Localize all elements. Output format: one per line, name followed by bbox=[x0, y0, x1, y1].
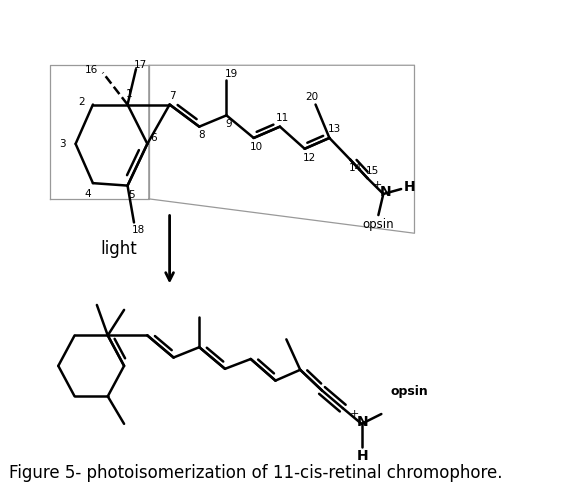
Text: 15: 15 bbox=[366, 166, 379, 176]
Text: N: N bbox=[357, 415, 369, 429]
Text: 13: 13 bbox=[328, 124, 341, 134]
Text: 6: 6 bbox=[150, 133, 157, 143]
Text: 9: 9 bbox=[226, 119, 232, 129]
Text: 10: 10 bbox=[250, 142, 263, 152]
Text: 2: 2 bbox=[79, 97, 85, 107]
Text: Figure 5- photoisomerization of 11-cis-retinal chromophore.: Figure 5- photoisomerization of 11-cis-r… bbox=[9, 464, 502, 482]
Text: 16: 16 bbox=[85, 65, 98, 75]
Text: light: light bbox=[101, 241, 138, 258]
Text: 20: 20 bbox=[305, 92, 318, 102]
Text: 11: 11 bbox=[276, 113, 289, 123]
Text: N: N bbox=[380, 185, 392, 200]
Text: +: + bbox=[373, 180, 382, 190]
Text: 8: 8 bbox=[198, 130, 205, 140]
Text: 1: 1 bbox=[126, 89, 132, 99]
Text: +: + bbox=[350, 409, 359, 419]
Text: 17: 17 bbox=[134, 60, 148, 70]
Text: 18: 18 bbox=[132, 225, 146, 235]
Text: opsin: opsin bbox=[362, 218, 394, 231]
Text: 7: 7 bbox=[169, 91, 175, 101]
Text: 3: 3 bbox=[59, 139, 66, 149]
Text: 14: 14 bbox=[348, 164, 362, 173]
Text: 5: 5 bbox=[128, 190, 135, 201]
Text: 4: 4 bbox=[85, 189, 91, 199]
Text: 19: 19 bbox=[225, 69, 238, 79]
Text: opsin: opsin bbox=[391, 385, 428, 398]
Text: H: H bbox=[357, 449, 368, 463]
Text: 12: 12 bbox=[303, 153, 316, 163]
Text: H: H bbox=[404, 180, 416, 194]
